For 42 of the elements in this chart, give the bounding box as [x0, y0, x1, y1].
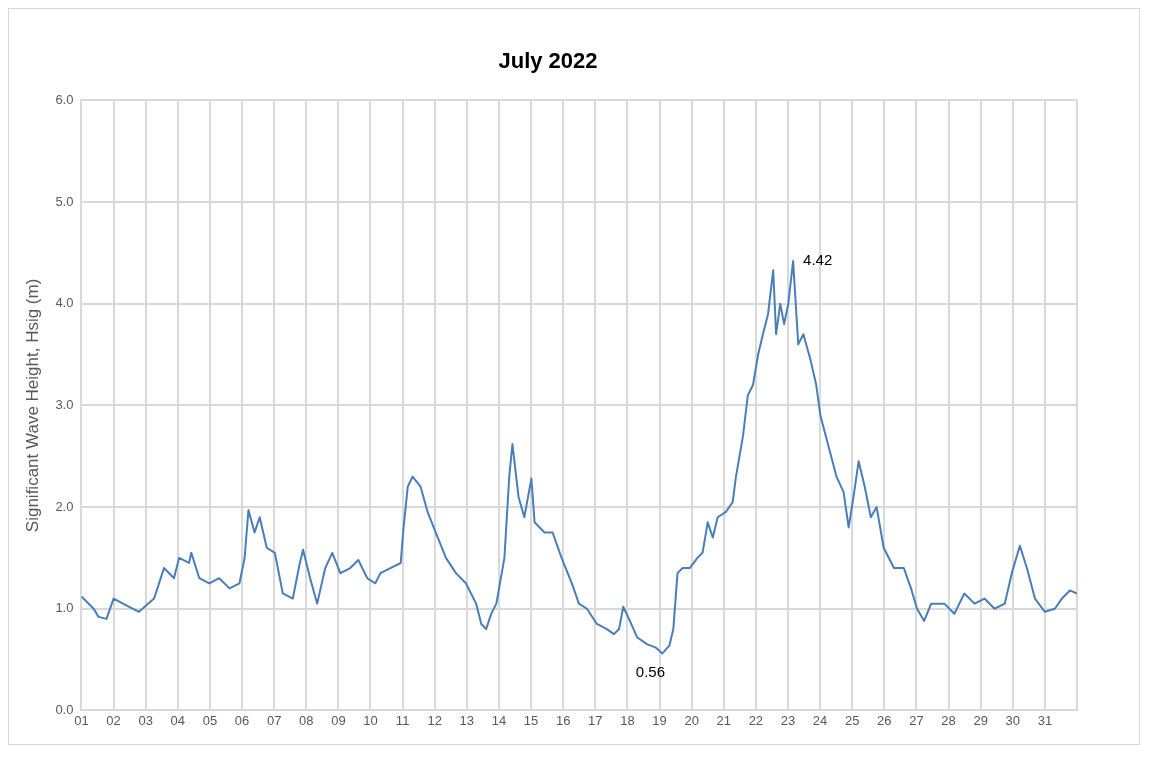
x-tick-label: 06: [234, 712, 250, 728]
x-tick-label: 13: [459, 712, 475, 728]
annotation: 0.56: [635, 663, 666, 681]
x-tick-label: 27: [909, 712, 924, 728]
y-tick-label: 1.0: [55, 600, 74, 616]
x-tick-label: 05: [202, 712, 218, 728]
y-tick-label: 0.0: [55, 701, 74, 717]
y-tick-label: 6.0: [55, 91, 74, 107]
x-tick-label: 17: [588, 712, 603, 728]
chart-title: July 2022: [498, 48, 598, 74]
annotation: 4.42: [803, 251, 833, 269]
x-tick-label: 01: [74, 712, 89, 728]
y-tick-label: 2.0: [55, 498, 74, 514]
x-tick-label: 18: [620, 712, 635, 728]
x-tick-label: 24: [812, 712, 828, 728]
x-tick-label: 11: [395, 712, 410, 728]
x-tick-label: 29: [973, 712, 988, 728]
y-tick-label: 3.0: [55, 396, 74, 412]
x-tick-label: 23: [780, 712, 796, 728]
x-tick-label: 10: [363, 712, 378, 728]
x-tick-label: 19: [652, 712, 667, 728]
x-tick-label: 26: [877, 712, 892, 728]
x-tick-label: 20: [684, 712, 699, 728]
x-tick-label: 22: [748, 712, 764, 728]
y-tick-label: 5.0: [55, 193, 74, 209]
x-tick-label: 07: [266, 712, 282, 728]
x-tick-label: 03: [138, 712, 153, 728]
x-tick-label: 30: [1005, 712, 1021, 728]
x-tick-label: 21: [716, 712, 731, 728]
x-tick-label: 31: [1037, 712, 1053, 728]
x-tick-label: 14: [491, 712, 507, 728]
x-tick-label: 04: [170, 712, 186, 728]
x-tick-label: 28: [941, 712, 956, 728]
x-tick-label: 12: [427, 712, 442, 728]
x-tick-label: 09: [331, 712, 346, 728]
x-tick-label: 08: [299, 712, 314, 728]
x-tick-label: 25: [844, 712, 860, 728]
y-tick-label: 4.0: [55, 295, 74, 311]
x-tick-label: 16: [555, 712, 571, 728]
x-tick-label: 02: [106, 712, 121, 728]
x-tick-label: 15: [523, 712, 539, 728]
y-axis-title: Significant Wave Height, Hsig (m): [22, 278, 42, 533]
